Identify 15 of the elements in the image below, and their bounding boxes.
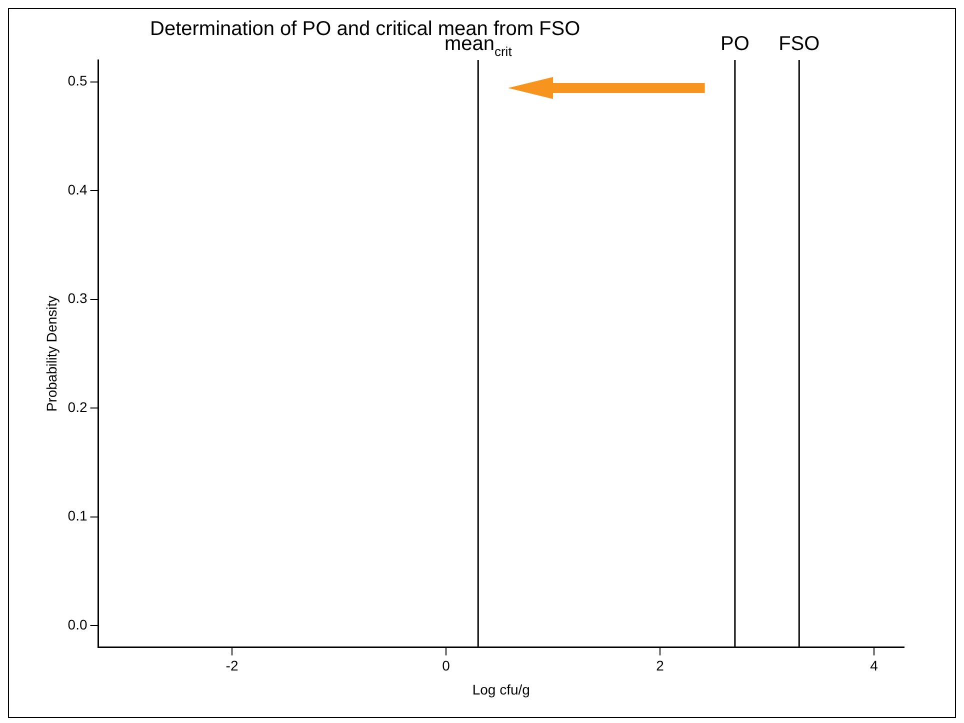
y-tick-label: 0.3 (68, 290, 88, 306)
ref-line-label: PO (720, 33, 750, 55)
y-tick-label: 0.4 (68, 181, 88, 198)
y-tick-label: 0.2 (68, 398, 88, 415)
y-tick-label: 0.5 (68, 72, 88, 89)
y-axis-title: Probability Density (43, 296, 60, 412)
chart-title: Determination of PO and critical mean from FSO (150, 18, 580, 40)
x-tick-label: 2 (656, 658, 664, 674)
x-tick-label: -2 (226, 658, 238, 674)
ref-line-label: FSO (778, 33, 820, 55)
y-tick-label: 0.0 (68, 616, 88, 633)
x-tick-label: 0 (442, 658, 450, 674)
y-tick-label: 0.1 (68, 508, 88, 524)
x-axis-title: Log cfu/g (472, 681, 530, 698)
x-tick-label: 4 (870, 658, 878, 674)
